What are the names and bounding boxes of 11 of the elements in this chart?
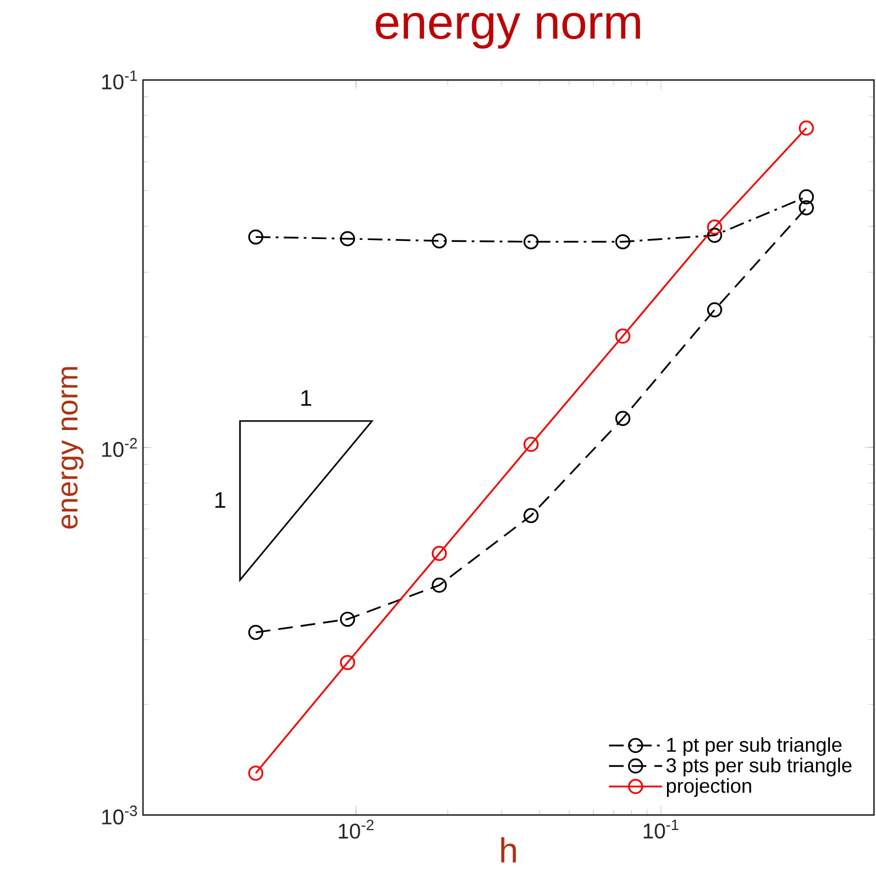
y-axis-title: energy norm bbox=[62, 367, 84, 529]
chart-title: energy norm bbox=[376, 12, 640, 49]
annotation: 1 bbox=[215, 492, 226, 508]
legend-label: 3 pts per sub triangle bbox=[666, 758, 852, 776]
y-tick-label: 10$^{-3}$ bbox=[102, 806, 137, 825]
y-tick-label: 10$^{-2}$ bbox=[102, 438, 137, 458]
legend-label: 1 pt per sub triangle bbox=[667, 737, 842, 756]
legend-label: projection bbox=[666, 778, 752, 797]
y-tick-label: 10$^{-1}$ bbox=[102, 70, 137, 90]
annotation: 1 bbox=[301, 390, 312, 406]
x-axis-title: h bbox=[501, 837, 516, 862]
